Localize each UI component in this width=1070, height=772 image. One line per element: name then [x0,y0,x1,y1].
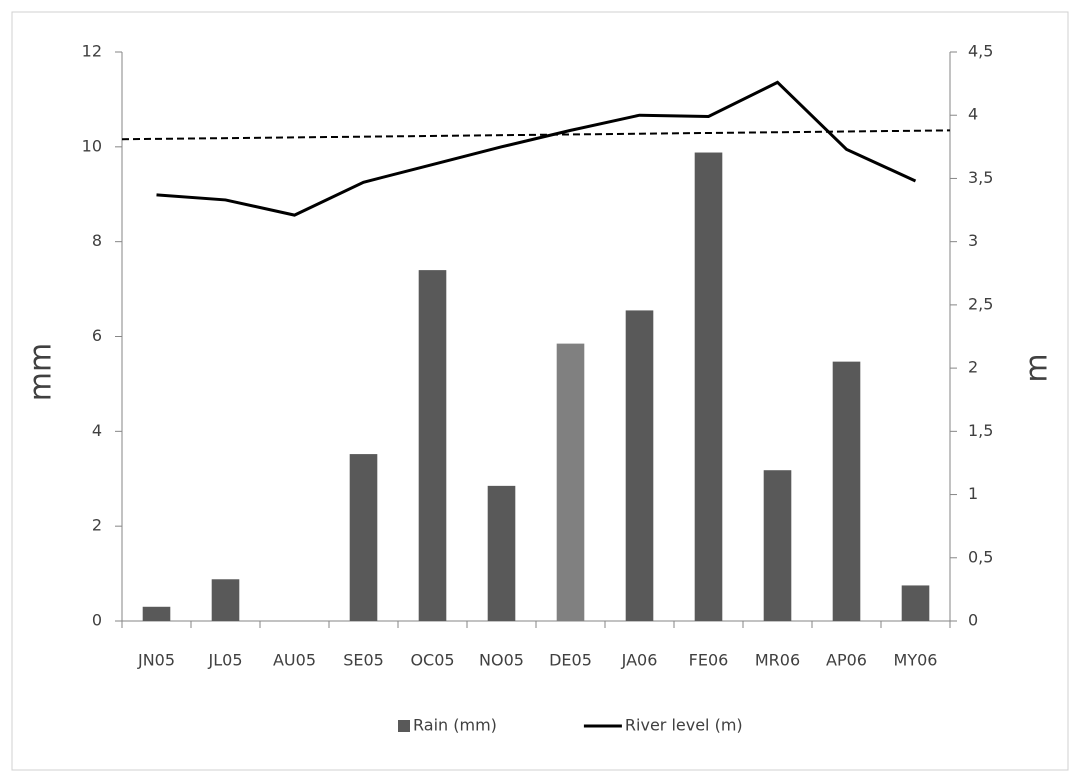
x-tick-label: SE05 [343,651,384,670]
y-tick-label: 2 [92,516,102,535]
y2-tick-label: 1,5 [968,421,993,440]
x-tick-label: JL05 [208,651,243,670]
bar [349,454,378,621]
y-tick-label: 8 [92,231,102,250]
y2-tick-label: 0,5 [968,547,993,566]
x-tick-label: AP06 [826,651,867,670]
bar [211,579,240,621]
bar [487,485,516,621]
y-tick-label: 6 [92,326,102,345]
x-tick-label: OC05 [410,651,454,670]
y2-tick-label: 1 [968,484,978,503]
x-tick-label: MY06 [894,651,938,670]
y2-tick-label: 3 [968,231,978,250]
y2-tick-label: 2 [968,358,978,377]
y-tick-label: 10 [82,136,102,155]
x-tick-label: JN05 [137,651,175,670]
y-tick-label: 0 [92,611,102,630]
x-tick-label: FE06 [689,651,729,670]
x-tick-label: DE05 [549,651,592,670]
bar [142,606,171,621]
x-tick-label: AU05 [273,651,316,670]
y2-tick-label: 4 [968,105,978,124]
bar [832,361,861,621]
bar [694,152,723,622]
legend-label: River level (m) [625,716,743,735]
bar [556,343,585,621]
x-tick-label: JA06 [621,651,658,670]
y2-tick-label: 0 [968,611,978,630]
x-tick-label: MR06 [755,651,800,670]
bar [625,310,654,621]
legend-swatch [398,720,410,732]
trendline [121,129,951,141]
y2-axis-label: m [1020,353,1055,382]
legend-label: Rain (mm) [413,716,497,735]
bar [418,270,447,621]
x-tick-label: NO05 [479,651,524,670]
bar [763,470,792,621]
y2-tick-label: 3,5 [968,168,993,187]
line [156,80,917,217]
y2-tick-label: 2,5 [968,294,993,313]
y-tick-label: 4 [92,421,102,440]
y-tick-label: 12 [82,42,102,61]
y2-tick-label: 4,5 [968,42,993,61]
y-axis-label: mm [24,343,59,401]
bar [901,585,930,621]
